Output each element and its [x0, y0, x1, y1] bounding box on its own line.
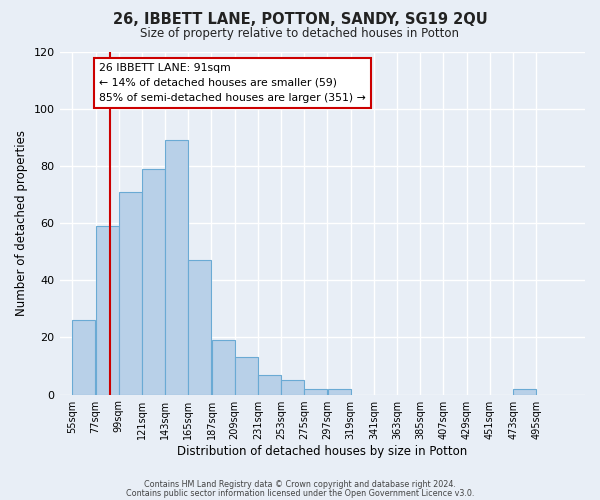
Bar	[328, 389, 350, 394]
Bar	[165, 140, 188, 394]
Text: 26 IBBETT LANE: 91sqm
← 14% of detached houses are smaller (59)
85% of semi-deta: 26 IBBETT LANE: 91sqm ← 14% of detached …	[99, 63, 366, 102]
Bar	[513, 389, 536, 394]
Bar	[142, 168, 165, 394]
Bar	[73, 320, 95, 394]
Bar	[95, 226, 119, 394]
Bar	[258, 374, 281, 394]
Text: Contains HM Land Registry data © Crown copyright and database right 2024.: Contains HM Land Registry data © Crown c…	[144, 480, 456, 489]
X-axis label: Distribution of detached houses by size in Potton: Distribution of detached houses by size …	[177, 444, 467, 458]
Bar	[281, 380, 304, 394]
Text: Size of property relative to detached houses in Potton: Size of property relative to detached ho…	[140, 28, 460, 40]
Bar	[119, 192, 142, 394]
Text: Contains public sector information licensed under the Open Government Licence v3: Contains public sector information licen…	[126, 488, 474, 498]
Bar	[235, 358, 258, 395]
Bar	[188, 260, 211, 394]
Bar	[304, 389, 328, 394]
Bar	[212, 340, 235, 394]
Y-axis label: Number of detached properties: Number of detached properties	[15, 130, 28, 316]
Text: 26, IBBETT LANE, POTTON, SANDY, SG19 2QU: 26, IBBETT LANE, POTTON, SANDY, SG19 2QU	[113, 12, 487, 28]
